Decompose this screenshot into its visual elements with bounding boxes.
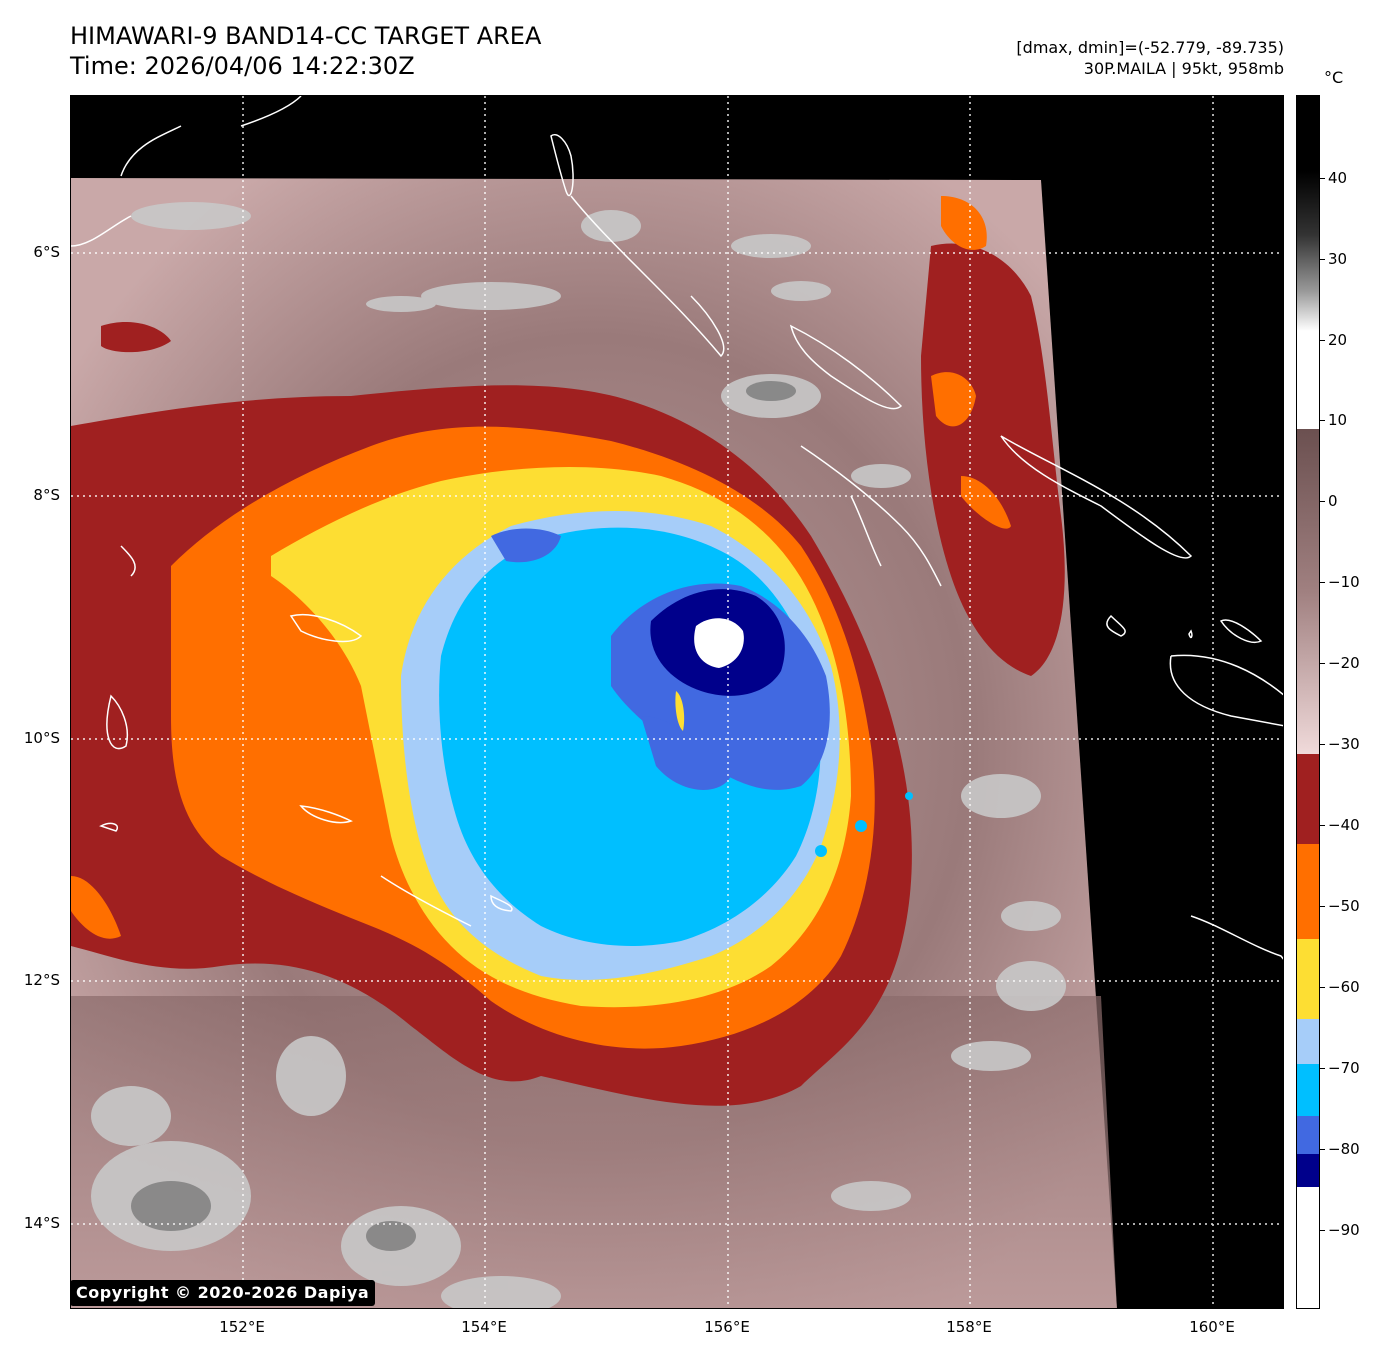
lat-label-6s: 6°S [33, 243, 60, 261]
colorbar-tick-minus40: −40 [1328, 816, 1360, 834]
satellite-image-map [70, 95, 1284, 1309]
temperature-colorbar [1296, 95, 1320, 1309]
colorbar-tick-20: 20 [1328, 331, 1348, 349]
coldest-cloud-top [694, 618, 744, 668]
colorbar-tick-minus50: −50 [1328, 897, 1360, 915]
lon-label-156e: 156°E [704, 1318, 750, 1336]
graticule [71, 96, 1283, 1308]
colorbar-tick-minus90: −90 [1328, 1221, 1360, 1239]
temperature-range: [dmax, dmin]=(-52.779, -89.735) [1016, 38, 1284, 57]
lon-label-158e: 158°E [946, 1318, 992, 1336]
observation-time: Time: 2026/04/06 14:22:30Z [70, 52, 415, 80]
colorbar-tick-minus80: −80 [1328, 1140, 1360, 1158]
storm-info: 30P.MAILA | 95kt, 958mb [1083, 59, 1284, 78]
coastlines [71, 96, 1283, 960]
colorbar-unit: °C [1324, 68, 1344, 87]
lat-label-14s: 14°S [23, 1214, 60, 1232]
lon-label-160e: 160°E [1189, 1318, 1235, 1336]
colorbar-tick-minus10: −10 [1328, 573, 1360, 591]
colorbar-tick-minus30: −30 [1328, 735, 1360, 753]
lon-label-154e: 154°E [461, 1318, 507, 1336]
colorbar-tick-10: 10 [1328, 411, 1348, 429]
copyright-badge: Copyright © 2020-2026 Dapiya [70, 1280, 376, 1306]
lat-label-8s: 8°S [33, 486, 60, 504]
map-title: HIMAWARI-9 BAND14-CC TARGET AREA [70, 22, 542, 50]
lat-label-12s: 12°S [23, 971, 60, 989]
colorbar-tick-minus70: −70 [1328, 1059, 1360, 1077]
colorbar-tick-30: 30 [1328, 250, 1348, 268]
colorbar-tick-minus20: −20 [1328, 654, 1360, 672]
colorbar-tick-0: 0 [1328, 492, 1338, 510]
lat-label-10s: 10°S [23, 729, 60, 747]
colorbar-tick-minus60: −60 [1328, 978, 1360, 996]
lon-label-152e: 152°E [219, 1318, 265, 1336]
colorbar-tick-40: 40 [1328, 169, 1348, 187]
